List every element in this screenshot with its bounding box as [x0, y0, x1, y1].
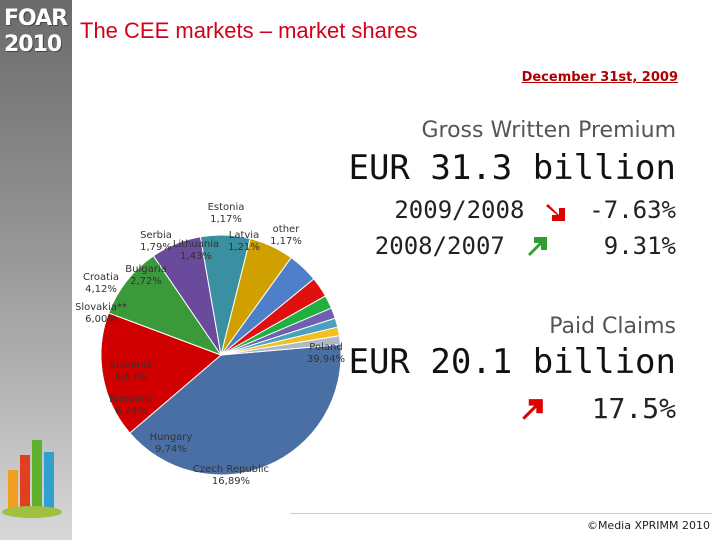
pie-label: Latvia	[229, 230, 259, 241]
pie-label: Poland	[309, 342, 342, 353]
pie-value-label: 1,79%	[140, 242, 172, 253]
gwp-row-2008: 2008/2007 9.31%	[375, 232, 676, 260]
pie-label: Bulgaria	[125, 264, 166, 275]
pie-label: Slovenia	[110, 360, 153, 371]
pie-value-label: 6,63%	[115, 372, 147, 383]
pie-value-label: 9,74%	[155, 444, 187, 455]
logo-text: FOAR 2010	[4, 6, 68, 58]
copyright-label: ©Media XPRIMM 2010	[586, 519, 710, 532]
arrow-up-right-icon	[528, 237, 548, 256]
logo-background	[0, 0, 72, 540]
gwp-row-period: 2008/2007	[374, 232, 505, 260]
logo-line-2: 2010	[4, 32, 62, 57]
arrow-up-right-icon	[522, 399, 543, 420]
paid-claims-change-row: 17.5%	[513, 392, 676, 425]
gwp-row-period: 2009/2008	[394, 196, 525, 224]
page-title: The CEE markets – market shares	[80, 18, 418, 43]
pie-value-label: 4,12%	[85, 284, 117, 295]
pie-label: Slovakia**	[76, 302, 127, 313]
paid-claims-change: 17.5%	[591, 392, 676, 425]
pie-value-label: 39,94%	[307, 354, 345, 365]
pie-value-label: 16,89%	[212, 476, 250, 487]
pie-value-label: 1,17%	[270, 236, 302, 247]
pie-slice-hungary	[107, 255, 223, 357]
pie-label: Estonia	[208, 202, 245, 213]
pie-label: other	[273, 224, 301, 235]
gwp-value: EUR 31.3 billion	[348, 148, 676, 188]
footer-divider	[290, 513, 712, 514]
pie-label: Romania	[109, 394, 153, 405]
pie-value-label: 6,00%	[85, 314, 117, 325]
gwp-row-change: 9.31%	[603, 232, 676, 260]
pie-slices	[100, 234, 342, 476]
paid-claims-value: EUR 20.1 billion	[348, 342, 676, 382]
pie-label: Czech Republic	[193, 464, 269, 475]
logo-line-1: FOAR	[4, 6, 68, 31]
pie-value-label: 2,72%	[130, 276, 162, 287]
gwp-label: Gross Written Premium	[421, 118, 676, 143]
pie-slice-czech-republic	[100, 312, 222, 434]
pie-value-label: 1,17%	[210, 214, 242, 225]
pie-label: Lithuania	[173, 239, 219, 250]
pie-slice-other	[220, 335, 342, 356]
pie-label: Hungary	[150, 432, 193, 443]
pie-value-label: 6,74%	[115, 406, 147, 417]
pie-value-label: 1,21%	[228, 242, 260, 253]
arrow-down-right-icon	[545, 204, 565, 221]
logo-panel: FOAR 2010	[0, 0, 72, 540]
pie-label: Serbia	[140, 230, 172, 241]
pie-slice-poland	[129, 343, 342, 476]
gwp-row-change: -7.63%	[589, 196, 676, 224]
bar-chart-icon	[2, 440, 62, 518]
pie-label: Croatia	[83, 272, 119, 283]
paid-claims-label: Paid Claims	[549, 314, 676, 339]
pie-value-label: 1,43%	[180, 251, 212, 262]
date-label: December 31st, 2009	[521, 70, 678, 85]
gwp-row-2009: 2009/2008 -7.63%	[394, 196, 676, 224]
